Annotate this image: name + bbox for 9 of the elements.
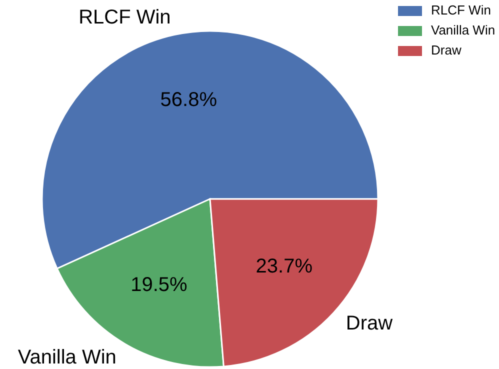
legend-label: Vanilla Win [431,22,496,38]
data-label: 23.7% [256,256,313,278]
data-label: 19.5% [130,274,188,296]
slice-label: RLCF Win [78,6,171,29]
legend-label: Draw [431,42,462,58]
slice-label: Vanilla Win [18,346,116,369]
data-label: 56.8% [160,88,218,111]
legend-label: RLCF Win [431,2,491,18]
slice-label: Draw [346,312,394,335]
